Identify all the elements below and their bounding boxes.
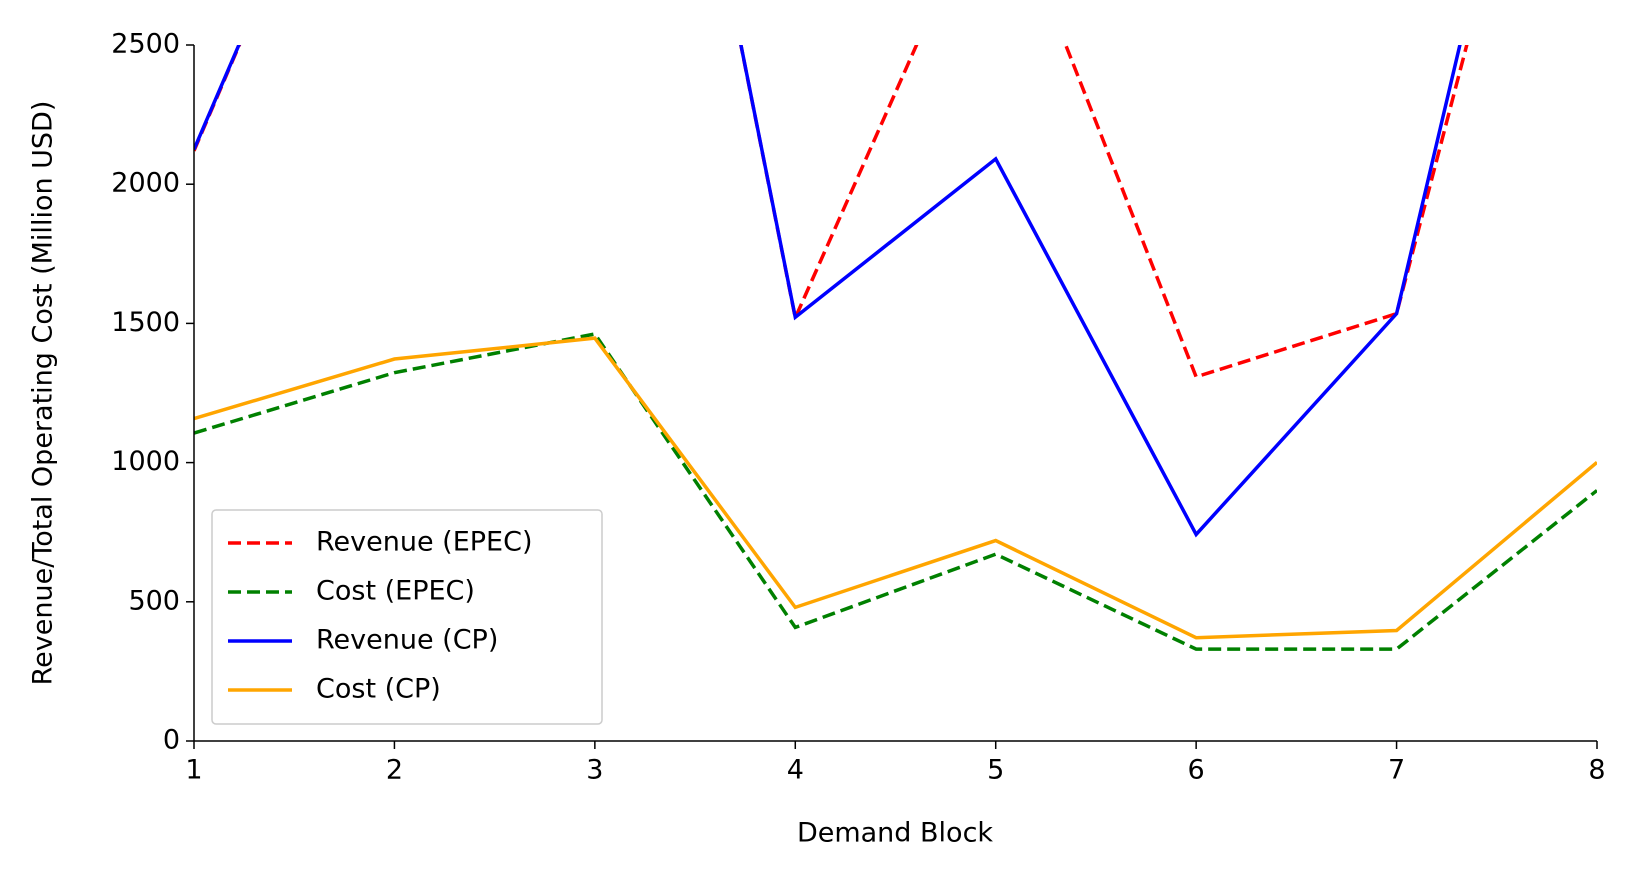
x-tick-label: 4	[787, 755, 804, 786]
y-tick-label: 2000	[111, 168, 180, 199]
x-axis-label: Demand Block	[797, 818, 993, 849]
x-tick-label: 6	[1188, 755, 1205, 786]
legend-label: Cost (EPEC)	[316, 576, 475, 607]
y-tick-label: 500	[128, 585, 180, 616]
legend-label: Cost (CP)	[316, 674, 441, 705]
x-tick-label: 7	[1388, 755, 1405, 786]
x-tick-label: 8	[1588, 755, 1605, 786]
y-axis-label: Revenue/Total Operating Cost (Million US…	[28, 101, 59, 686]
x-tick-label: 3	[586, 755, 603, 786]
plot-area	[194, 45, 1597, 651]
series-line	[194, 45, 1462, 538]
y-tick-label: 0	[163, 725, 180, 756]
series-line	[194, 45, 1469, 380]
legend-box	[211, 509, 603, 725]
series-line	[194, 336, 1597, 640]
legend-label: Revenue (CP)	[316, 625, 498, 656]
y-tick-label: 1500	[111, 307, 180, 338]
y-tick-label: 2500	[111, 29, 180, 60]
x-tick-label: 1	[185, 755, 202, 786]
y-tick-label: 1000	[111, 446, 180, 477]
x-tick-label: 2	[386, 755, 403, 786]
x-tick-label: 5	[987, 755, 1004, 786]
series-line	[194, 332, 1597, 651]
legend-label: Revenue (EPEC)	[316, 527, 533, 558]
